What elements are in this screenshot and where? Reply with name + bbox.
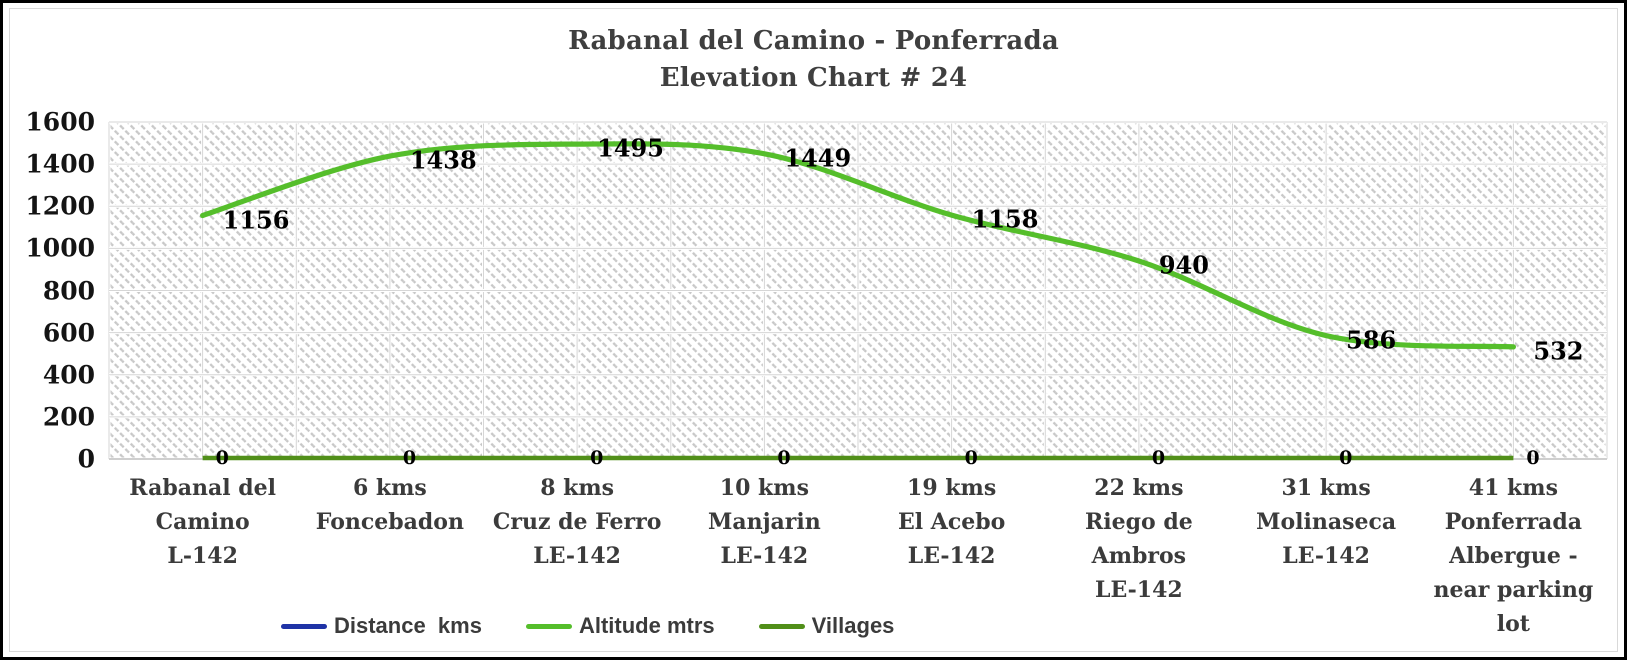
legend-label: Villages (811, 613, 895, 638)
x-category-label: 22 kms Riego de Ambros LE-142 (1085, 475, 1193, 603)
x-category-label: 41 kms Ponferrada Albergue - near parkin… (1433, 475, 1594, 637)
altitude-line (200, 141, 1516, 350)
chart-title: Rabanal del Camino - Ponferrada Elevatio… (3, 23, 1624, 97)
y-axis-tick-label: 600 (42, 318, 95, 348)
y-axis-tick-label: 1200 (25, 191, 95, 221)
villages-data-label: 0 (402, 447, 417, 469)
legend-swatch (281, 623, 327, 629)
altitude-data-label: 1438 (409, 145, 477, 175)
plot-svg (107, 120, 1609, 461)
villages-data-label: 0 (1339, 447, 1353, 469)
y-axis-tick-label: 1600 (25, 107, 95, 137)
legend-label: Distance kms (334, 613, 482, 638)
legend-item-altitude-mtrs: Altitude mtrs (525, 613, 715, 639)
y-axis-tick-label: 1000 (25, 233, 95, 263)
x-category-label: 31 kms Molinaseca LE-142 (1256, 475, 1397, 569)
chart-title-line2: Elevation Chart # 24 (659, 63, 968, 93)
villages-data-label: 0 (1526, 447, 1540, 469)
legend-label: Altitude mtrs (578, 613, 715, 638)
y-axis-tick-label: 1400 (25, 149, 95, 179)
legend-item-villages: Villages (758, 613, 895, 639)
y-axis-tick-label: 800 (42, 276, 95, 305)
x-category-label: 8 kms Cruz de Ferro LE-142 (492, 475, 662, 569)
altitude-data-label: 940 (1158, 250, 1209, 280)
altitude-data-label: 1449 (784, 143, 852, 173)
y-axis-tick-label: 0 (77, 444, 95, 474)
altitude-data-label: 1156 (222, 205, 290, 235)
altitude-data-label: 532 (1533, 336, 1584, 366)
villages-data-label: 0 (215, 447, 229, 469)
y-axis-tick-label: 400 (42, 360, 95, 390)
legend-swatch (525, 623, 572, 629)
villages-data-label: 0 (777, 447, 791, 469)
legend-item-distance-kms: Distance kms (281, 613, 482, 639)
chart-title-line1: Rabanal del Camino - Ponferrada (568, 26, 1059, 56)
villages-data-label: 0 (1151, 447, 1166, 469)
villages-data-label: 0 (590, 447, 604, 469)
altitude-data-label: 1158 (971, 204, 1039, 234)
altitude-data-label: 586 (1346, 325, 1397, 355)
legend: Distance kms Altitude mtrs Villages (281, 608, 894, 644)
x-category-label: 19 kms El Acebo LE-142 (897, 475, 1006, 569)
x-category-label: 6 kms Foncebadon (315, 475, 464, 535)
altitude-data-label: 1495 (597, 133, 664, 163)
x-category-label: Rabanal del Camino L-142 (129, 475, 276, 569)
villages-data-label: 0 (964, 447, 978, 469)
x-category-label: 10 kms Manjarin LE-142 (707, 475, 821, 569)
y-axis-tick-label: 200 (42, 402, 95, 432)
legend-swatch (758, 623, 805, 629)
